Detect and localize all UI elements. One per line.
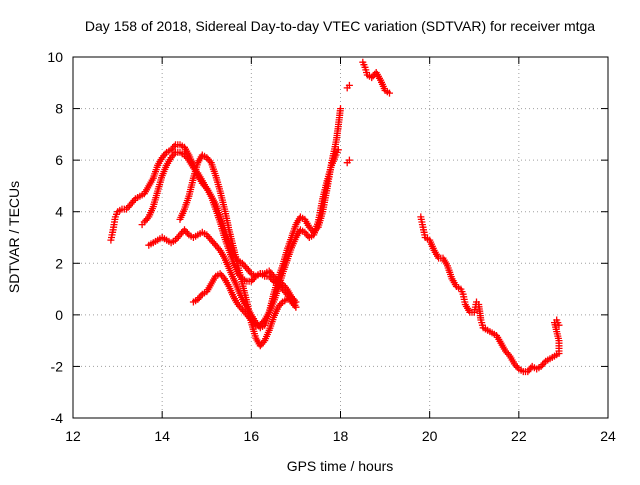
plot-frame xyxy=(72,56,609,419)
x-tick-label: 18 xyxy=(333,428,349,444)
x-tick-label: 20 xyxy=(422,428,438,444)
y-tick-label: 0 xyxy=(55,307,63,323)
y-axis-label: SDTVAR / TECUs xyxy=(6,181,22,293)
data-point xyxy=(386,89,393,97)
y-tick-label: 8 xyxy=(55,101,63,117)
data-point xyxy=(555,321,563,329)
x-tick-label: 22 xyxy=(511,428,527,444)
x-axis-label: GPS time / hours xyxy=(287,458,394,474)
series-arc-7 xyxy=(417,213,563,376)
data-point xyxy=(337,105,344,113)
y-tick-label: 2 xyxy=(55,255,63,271)
data-point xyxy=(334,146,342,154)
series-arc-5 xyxy=(189,146,342,329)
y-tick-label: -2 xyxy=(51,358,64,374)
data-point xyxy=(345,81,353,89)
x-tick-label: 16 xyxy=(244,428,260,444)
x-tick-label: 12 xyxy=(65,428,81,444)
y-tick-label: -4 xyxy=(51,410,64,426)
y-tick-label: 6 xyxy=(55,152,63,168)
data-layer xyxy=(107,58,563,376)
chart-title: Day 158 of 2018, Sidereal Day-to-day VTE… xyxy=(85,18,595,34)
data-point xyxy=(292,298,300,306)
y-tick-label: 10 xyxy=(47,49,63,65)
series-arc-6 xyxy=(343,58,393,167)
x-tick-label: 24 xyxy=(600,428,616,444)
x-tick-label: 14 xyxy=(154,428,170,444)
y-tick-label: 4 xyxy=(55,204,63,220)
data-point xyxy=(345,156,353,164)
